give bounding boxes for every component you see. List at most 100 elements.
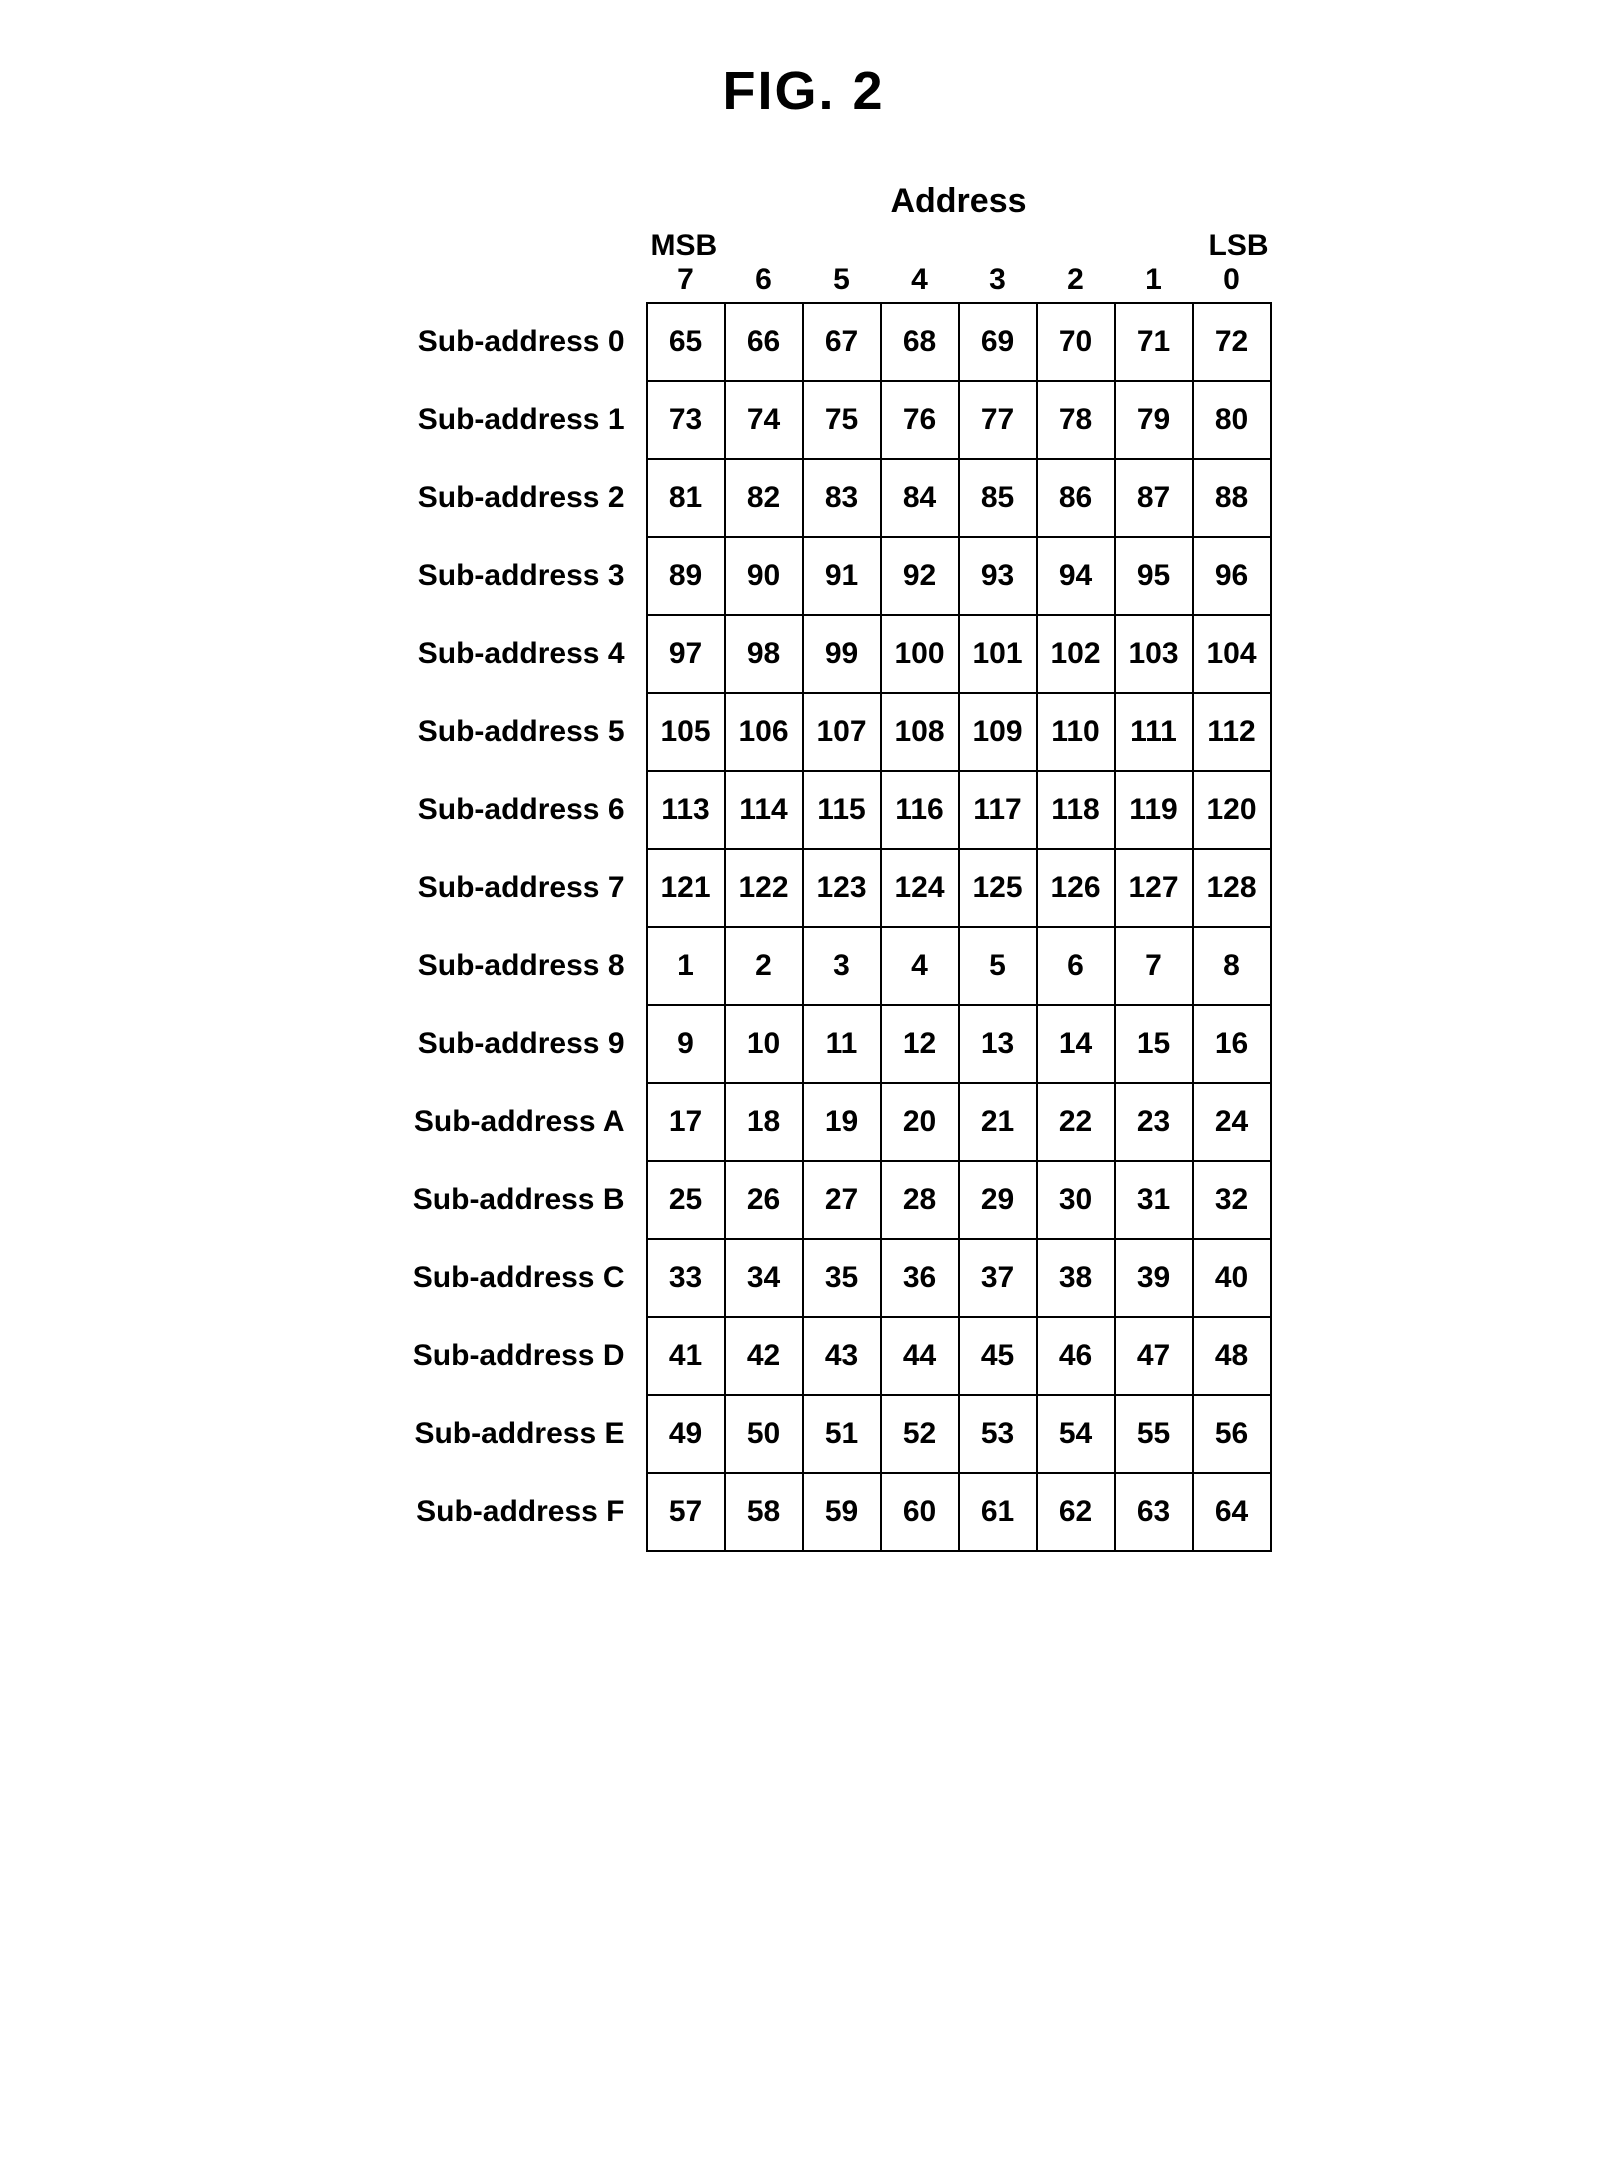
table-cell: 33 — [646, 1238, 726, 1318]
row-label: Sub-address 7 — [337, 849, 647, 927]
table-cell: 44 — [880, 1316, 960, 1396]
row-labels-column: Sub-address 0Sub-address 1Sub-address 2S… — [337, 303, 647, 1551]
table-cell: 69 — [958, 302, 1038, 382]
table-cell: 40 — [1192, 1238, 1272, 1318]
table-cell: 79 — [1114, 380, 1194, 460]
table-cell: 29 — [958, 1160, 1038, 1240]
table-cell: 25 — [646, 1160, 726, 1240]
table-cell: 12 — [880, 1004, 960, 1084]
table-cell: 90 — [724, 536, 804, 616]
table-cell: 11 — [802, 1004, 882, 1084]
row-label: Sub-address 8 — [337, 927, 647, 1005]
table-cell: 70 — [1036, 302, 1116, 382]
table-cell: 35 — [802, 1238, 882, 1318]
row-label: Sub-address 2 — [337, 459, 647, 537]
table-cell: 50 — [724, 1394, 804, 1474]
table-cell: 2 — [724, 926, 804, 1006]
table-cell: 28 — [880, 1160, 960, 1240]
table-cell: 123 — [802, 848, 882, 928]
table-cell: 60 — [880, 1472, 960, 1552]
address-table: Address MSB LSB 7 6 5 4 3 2 1 0 Sub-addr… — [337, 182, 1271, 1551]
table-cell: 10 — [724, 1004, 804, 1084]
table-cell: 39 — [1114, 1238, 1194, 1318]
table-cell: 122 — [724, 848, 804, 928]
row-label: Sub-address E — [337, 1395, 647, 1473]
table-cell: 110 — [1036, 692, 1116, 772]
table-cell: 56 — [1192, 1394, 1272, 1474]
table-cell: 5 — [958, 926, 1038, 1006]
table-cell: 128 — [1192, 848, 1272, 928]
table-cell: 71 — [1114, 302, 1194, 382]
msb-label: MSB — [647, 229, 725, 263]
table-cell: 16 — [1192, 1004, 1272, 1084]
table-cell: 53 — [958, 1394, 1038, 1474]
row-label: Sub-address D — [337, 1317, 647, 1395]
table-cell: 81 — [646, 458, 726, 538]
table-cell: 7 — [1114, 926, 1194, 1006]
table-cell: 6 — [1036, 926, 1116, 1006]
table-cell: 31 — [1114, 1160, 1194, 1240]
table-cell: 105 — [646, 692, 726, 772]
table-cell: 17 — [646, 1082, 726, 1162]
table-cell: 4 — [880, 926, 960, 1006]
table-cell: 13 — [958, 1004, 1038, 1084]
table-cell: 41 — [646, 1316, 726, 1396]
table-cell: 82 — [724, 458, 804, 538]
table-cell: 57 — [646, 1472, 726, 1552]
table-cell: 104 — [1192, 614, 1272, 694]
table-cell: 26 — [724, 1160, 804, 1240]
table-cell: 92 — [880, 536, 960, 616]
table-cell: 63 — [1114, 1472, 1194, 1552]
row-label: Sub-address A — [337, 1083, 647, 1161]
table-cell: 32 — [1192, 1160, 1272, 1240]
table-cell: 89 — [646, 536, 726, 616]
table-cell: 21 — [958, 1082, 1038, 1162]
figure-title: FIG. 2 — [40, 60, 1567, 122]
table-cell: 9 — [646, 1004, 726, 1084]
table-cell: 75 — [802, 380, 882, 460]
table-cell: 51 — [802, 1394, 882, 1474]
table-cell: 86 — [1036, 458, 1116, 538]
table-cell: 98 — [724, 614, 804, 694]
table-cell: 14 — [1036, 1004, 1116, 1084]
table-cell: 108 — [880, 692, 960, 772]
table-cell: 107 — [802, 692, 882, 772]
table-cell: 84 — [880, 458, 960, 538]
data-grid: 6566676869707172737475767778798081828384… — [647, 303, 1271, 1551]
row-label: Sub-address 9 — [337, 1005, 647, 1083]
table-cell: 106 — [724, 692, 804, 772]
row-label: Sub-address F — [337, 1473, 647, 1551]
table-cell: 88 — [1192, 458, 1272, 538]
table-cell: 120 — [1192, 770, 1272, 850]
table-cell: 66 — [724, 302, 804, 382]
table-cell: 117 — [958, 770, 1038, 850]
table-cell: 1 — [646, 926, 726, 1006]
row-label: Sub-address 4 — [337, 615, 647, 693]
row-label: Sub-address B — [337, 1161, 647, 1239]
table-cell: 23 — [1114, 1082, 1194, 1162]
table-cell: 45 — [958, 1316, 1038, 1396]
table-cell: 73 — [646, 380, 726, 460]
table-cell: 27 — [802, 1160, 882, 1240]
table-cell: 101 — [958, 614, 1038, 694]
table-cell: 77 — [958, 380, 1038, 460]
table-cell: 80 — [1192, 380, 1272, 460]
table-cell: 55 — [1114, 1394, 1194, 1474]
table-cell: 126 — [1036, 848, 1116, 928]
table-cell: 76 — [880, 380, 960, 460]
table-cell: 111 — [1114, 692, 1194, 772]
table-cell: 18 — [724, 1082, 804, 1162]
table-cell: 109 — [958, 692, 1038, 772]
table-cell: 8 — [1192, 926, 1272, 1006]
table-cell: 124 — [880, 848, 960, 928]
table-cell: 36 — [880, 1238, 960, 1318]
table-cell: 96 — [1192, 536, 1272, 616]
table-cell: 46 — [1036, 1316, 1116, 1396]
table-cell: 116 — [880, 770, 960, 850]
table-cell: 118 — [1036, 770, 1116, 850]
bit-number: 6 — [725, 263, 803, 297]
table-cell: 47 — [1114, 1316, 1194, 1396]
table-cell: 62 — [1036, 1472, 1116, 1552]
row-label: Sub-address 3 — [337, 537, 647, 615]
table-cell: 42 — [724, 1316, 804, 1396]
